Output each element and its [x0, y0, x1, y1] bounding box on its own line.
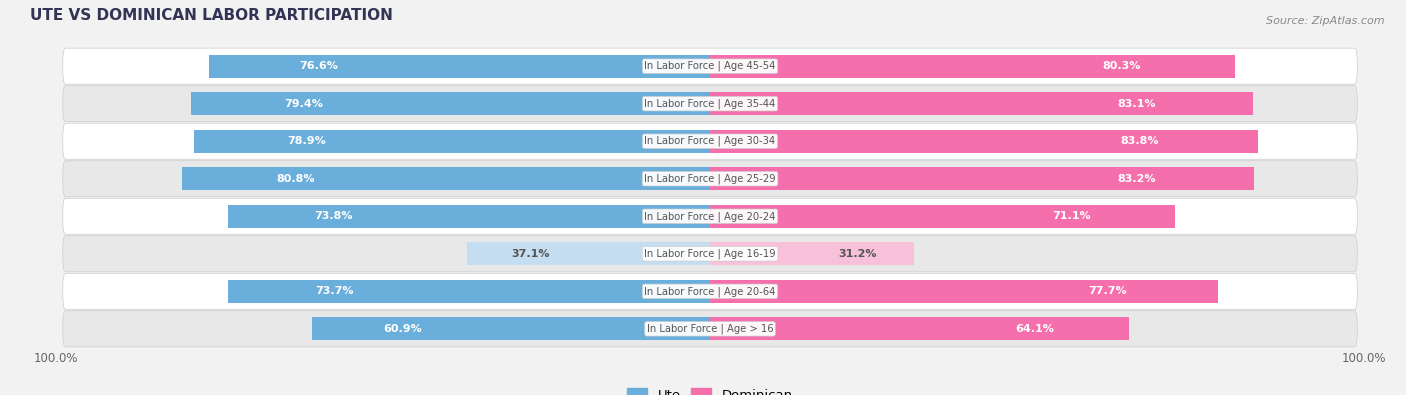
Text: 60.9%: 60.9%: [384, 324, 422, 334]
Legend: Ute, Dominican: Ute, Dominican: [621, 383, 799, 395]
Text: In Labor Force | Age 20-24: In Labor Force | Age 20-24: [644, 211, 776, 222]
Bar: [312, 317, 710, 340]
Text: 73.8%: 73.8%: [315, 211, 353, 221]
Text: 37.1%: 37.1%: [512, 249, 550, 259]
Text: 80.3%: 80.3%: [1102, 61, 1140, 71]
Text: 83.2%: 83.2%: [1118, 174, 1156, 184]
Text: In Labor Force | Age 25-29: In Labor Force | Age 25-29: [644, 173, 776, 184]
Bar: [710, 167, 1254, 190]
Text: 31.2%: 31.2%: [839, 249, 877, 259]
Bar: [191, 92, 710, 115]
FancyBboxPatch shape: [63, 198, 1357, 234]
Text: In Labor Force | Age 35-44: In Labor Force | Age 35-44: [644, 98, 776, 109]
Text: 78.9%: 78.9%: [287, 136, 326, 146]
Bar: [710, 92, 1253, 115]
Bar: [181, 167, 710, 190]
Bar: [710, 242, 914, 265]
Bar: [209, 55, 710, 78]
Text: UTE VS DOMINICAN LABOR PARTICIPATION: UTE VS DOMINICAN LABOR PARTICIPATION: [30, 8, 392, 23]
Bar: [710, 205, 1175, 228]
Text: In Labor Force | Age 30-34: In Labor Force | Age 30-34: [644, 136, 776, 147]
FancyBboxPatch shape: [63, 273, 1357, 309]
Bar: [710, 317, 1129, 340]
Text: 83.8%: 83.8%: [1121, 136, 1160, 146]
Bar: [228, 205, 710, 228]
FancyBboxPatch shape: [63, 161, 1357, 197]
Bar: [710, 130, 1258, 153]
FancyBboxPatch shape: [63, 236, 1357, 272]
Bar: [194, 130, 710, 153]
Text: In Labor Force | Age 45-54: In Labor Force | Age 45-54: [644, 61, 776, 71]
Text: 76.6%: 76.6%: [299, 61, 339, 71]
Bar: [467, 242, 710, 265]
Text: 73.7%: 73.7%: [315, 286, 353, 296]
Bar: [228, 280, 710, 303]
Text: 71.1%: 71.1%: [1053, 211, 1091, 221]
Text: In Labor Force | Age 20-64: In Labor Force | Age 20-64: [644, 286, 776, 297]
FancyBboxPatch shape: [63, 311, 1357, 347]
FancyBboxPatch shape: [63, 123, 1357, 159]
Bar: [710, 55, 1234, 78]
Text: 83.1%: 83.1%: [1116, 99, 1156, 109]
Text: 77.7%: 77.7%: [1088, 286, 1126, 296]
FancyBboxPatch shape: [63, 48, 1357, 84]
Text: In Labor Force | Age 16-19: In Labor Force | Age 16-19: [644, 248, 776, 259]
Text: In Labor Force | Age > 16: In Labor Force | Age > 16: [647, 324, 773, 334]
Text: Source: ZipAtlas.com: Source: ZipAtlas.com: [1267, 16, 1385, 26]
Text: 80.8%: 80.8%: [277, 174, 315, 184]
Text: 79.4%: 79.4%: [284, 99, 323, 109]
FancyBboxPatch shape: [63, 86, 1357, 122]
Text: 64.1%: 64.1%: [1015, 324, 1053, 334]
Bar: [710, 280, 1218, 303]
